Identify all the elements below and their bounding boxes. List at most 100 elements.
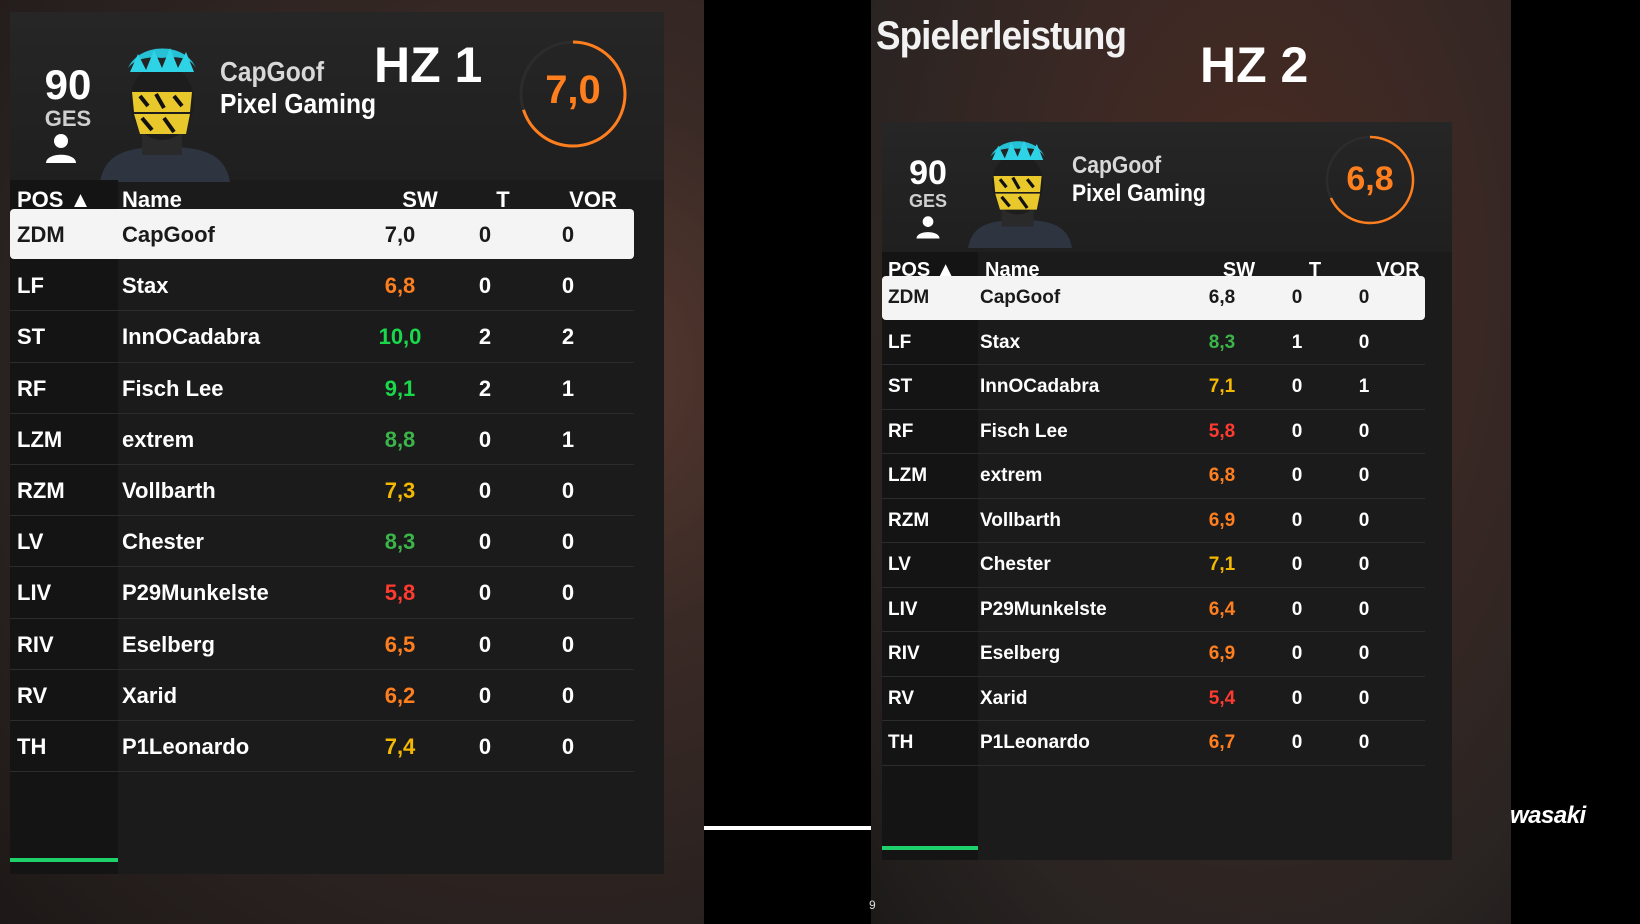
pos-cell: RZM — [888, 509, 930, 531]
vor-cell: 0 — [561, 631, 575, 657]
sw-cell: 8,8 — [384, 426, 416, 452]
sw-cell: 7,3 — [384, 478, 416, 503]
vor-cell: 0 — [1358, 509, 1370, 531]
sw-cell: 6,9 — [1208, 643, 1236, 664]
vor-header[interactable]: VOR — [1376, 259, 1420, 281]
table-row[interactable]: ST InnOCadabra 10,0 2 2 — [10, 311, 634, 363]
table-row[interactable]: LV Chester 7,1 0 0 — [882, 543, 1425, 588]
sw-cell: 7,0 — [384, 222, 416, 247]
name-cell: Chester — [980, 554, 1051, 575]
table-row[interactable]: LZM extrem 8,8 0 1 — [10, 414, 634, 465]
match-rating-ring — [519, 40, 627, 148]
player-avatar — [100, 48, 230, 182]
half2-label: HZ 2 — [1200, 37, 1309, 93]
table-row[interactable]: LF Stax 6,8 0 0 — [10, 260, 634, 312]
sw-header[interactable]: SW — [1222, 259, 1256, 281]
table-row[interactable]: RV Xarid 6,2 0 0 — [10, 670, 634, 721]
table-row[interactable]: RIV Eselberg 6,9 0 0 — [882, 632, 1425, 677]
table-row[interactable]: TH P1Leonardo 6,7 0 0 — [882, 721, 1425, 766]
page-title: Spielerleistung — [876, 14, 1127, 58]
name-cell: Stax — [980, 331, 1021, 353]
name-cell: Vollbarth — [122, 478, 216, 503]
vor-cell: 0 — [1358, 287, 1370, 308]
t-header[interactable]: T — [496, 187, 510, 212]
sw-cell: 6,7 — [1208, 732, 1236, 753]
table-row[interactable]: ZDM CapGoof 6,8 0 0 — [882, 276, 1425, 320]
t-header[interactable]: T — [1308, 259, 1322, 281]
t-cell: 0 — [1291, 509, 1303, 531]
name-cell: Stax — [122, 273, 169, 299]
sw-cell: 7,1 — [1208, 376, 1236, 397]
table-row[interactable]: RF Fisch Lee 5,8 0 0 — [882, 410, 1425, 454]
pos-cell: RV — [888, 687, 915, 709]
t-cell: 0 — [478, 631, 492, 657]
sw-cell: 10,0 — [378, 324, 422, 350]
name-cell: Chester — [122, 529, 204, 555]
match-rating-value: 7,0 — [545, 68, 601, 112]
name-cell: Xarid — [122, 682, 178, 708]
player-header — [10, 12, 664, 180]
table-row[interactable]: LF Stax 8,3 1 0 — [882, 321, 1425, 365]
player-name-block: CapGoof Pixel Gaming — [220, 56, 376, 120]
name-cell: P29Munkelste — [122, 580, 269, 606]
pos-cell: LF — [888, 331, 912, 353]
sw-cell: 6,8 — [1208, 465, 1236, 486]
t-cell: 0 — [478, 682, 492, 708]
table-row[interactable]: RF Fisch Lee 9,1 2 1 — [10, 363, 634, 414]
overall-label: GES — [44, 106, 92, 131]
sw-cell: 6,4 — [1208, 598, 1236, 620]
pos-cell: ZDM — [888, 287, 930, 308]
table-row[interactable]: TH P1Leonardo 7,4 0 0 — [10, 721, 634, 773]
pos-cell: RIV — [888, 643, 920, 664]
table-row[interactable]: ST InnOCadabra 7,1 0 1 — [882, 365, 1425, 410]
pos-cell: RZM — [17, 478, 65, 503]
table-row[interactable]: RZM Vollbarth 6,9 0 0 — [882, 499, 1425, 543]
table-row[interactable]: RIV Eselberg 6,5 0 0 — [10, 619, 634, 670]
table-row[interactable]: RZM Vollbarth 7,3 0 0 — [10, 465, 634, 517]
pos-cell: ST — [17, 324, 46, 350]
list-scroll-indicator — [882, 846, 978, 850]
name-header[interactable]: Name — [122, 187, 182, 212]
pos-cell: LV — [888, 554, 911, 575]
t-cell: 2 — [478, 324, 492, 350]
watermark: wasaki — [1510, 802, 1586, 829]
pos-cell: RF — [888, 420, 914, 442]
pos-header[interactable]: POS ▲ — [888, 259, 956, 281]
name-cell: P1Leonardo — [122, 734, 250, 759]
vor-cell: 0 — [1358, 732, 1370, 753]
t-cell: 0 — [478, 426, 492, 452]
table-row[interactable]: LV Chester 8,3 0 0 — [10, 516, 634, 568]
name-cell: Fisch Lee — [122, 375, 224, 401]
sw-cell: 6,8 — [1208, 287, 1236, 308]
player-avatar — [968, 140, 1072, 248]
sw-header[interactable]: SW — [402, 187, 438, 212]
pos-cell: LV — [17, 529, 44, 555]
vor-header[interactable]: VOR — [569, 187, 617, 212]
pos-cell: TH — [888, 732, 914, 753]
vor-cell: 0 — [561, 580, 575, 606]
t-cell: 0 — [478, 478, 492, 503]
club-name: Pixel Gaming — [220, 88, 377, 120]
vor-cell: 0 — [561, 478, 575, 503]
t-cell: 2 — [478, 375, 492, 401]
name-cell: P1Leonardo — [980, 732, 1090, 753]
name-cell: Xarid — [980, 687, 1028, 709]
sw-cell: 5,4 — [1208, 687, 1236, 709]
name-cell: InnOCadabra — [122, 324, 261, 350]
t-cell: 0 — [478, 529, 492, 555]
overall-rating: 90 GES — [898, 156, 958, 210]
table-row[interactable]: LZM extrem 6,8 0 0 — [882, 454, 1425, 499]
sw-cell: 6,8 — [384, 273, 416, 299]
pos-column — [10, 180, 118, 874]
table-row[interactable]: LIV P29Munkelste 6,4 0 0 — [882, 588, 1425, 632]
vor-cell: 0 — [1358, 465, 1370, 486]
table-row[interactable]: ZDM CapGoof 7,0 0 0 — [10, 209, 634, 260]
pos-header[interactable]: POS ▲ — [17, 187, 92, 212]
name-header[interactable]: Name — [985, 259, 1040, 281]
person-icon — [916, 216, 940, 239]
overall-rating: 90 GES — [30, 64, 106, 130]
table-row[interactable]: RV Xarid 5,4 0 0 — [882, 677, 1425, 721]
vor-cell: 0 — [1358, 420, 1370, 442]
t-cell: 1 — [1291, 331, 1303, 353]
table-row[interactable]: LIV P29Munkelste 5,8 0 0 — [10, 567, 634, 619]
